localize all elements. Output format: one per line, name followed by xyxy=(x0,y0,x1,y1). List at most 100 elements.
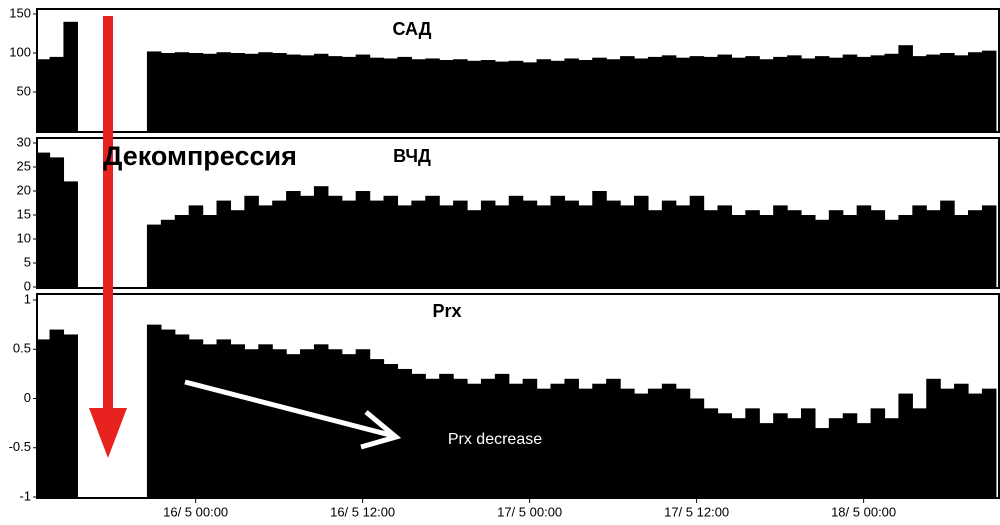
y-tick-label: 20 xyxy=(17,182,31,197)
bar xyxy=(494,205,510,287)
panel-title: САД xyxy=(392,19,431,39)
bar xyxy=(647,56,663,131)
panel xyxy=(37,21,997,132)
y-tick-label: 1 xyxy=(24,291,31,306)
bar xyxy=(578,388,593,497)
bar xyxy=(313,186,329,287)
bar xyxy=(564,200,579,287)
bar xyxy=(300,55,315,132)
bar xyxy=(550,195,566,287)
x-tick-label: 17/ 5 12:00 xyxy=(664,504,729,519)
bar xyxy=(258,344,273,497)
y-tick-label: 25 xyxy=(17,158,31,173)
bar xyxy=(230,344,245,497)
bar xyxy=(856,56,872,131)
bar xyxy=(954,215,969,287)
x-tick-label: 16/ 5 12:00 xyxy=(330,504,395,519)
bar xyxy=(773,56,788,131)
bar xyxy=(300,195,315,287)
bar xyxy=(912,408,927,497)
bar xyxy=(508,195,524,287)
y-tick-label: 0 xyxy=(24,278,31,293)
bar xyxy=(814,428,830,497)
bar xyxy=(439,373,454,497)
bar xyxy=(188,53,204,131)
bar xyxy=(898,45,913,132)
bar xyxy=(397,56,412,131)
bar xyxy=(787,210,802,287)
bar xyxy=(981,50,997,131)
bar xyxy=(37,59,51,131)
bar xyxy=(926,54,941,132)
bar xyxy=(272,349,287,497)
bar xyxy=(480,60,496,131)
y-tick-label: 30 xyxy=(17,134,31,149)
bar xyxy=(592,191,607,287)
bar xyxy=(146,324,162,497)
bar xyxy=(480,200,496,287)
bar xyxy=(759,423,774,497)
bar xyxy=(800,215,816,287)
bar xyxy=(912,205,927,287)
bar xyxy=(745,56,760,132)
y-tick-label: -0.5 xyxy=(9,439,31,454)
bar xyxy=(160,219,176,287)
bar xyxy=(63,21,78,131)
y-tick-label: 15 xyxy=(17,206,31,221)
y-tick-label: 0.5 xyxy=(13,341,31,356)
bar xyxy=(467,383,482,497)
bar xyxy=(578,60,593,131)
bar xyxy=(508,60,524,131)
bar xyxy=(494,373,510,497)
bar xyxy=(494,61,510,131)
bar xyxy=(522,62,538,131)
bar xyxy=(341,200,357,287)
bar xyxy=(63,334,78,497)
bar xyxy=(146,51,162,131)
bar xyxy=(244,195,259,287)
bar xyxy=(216,52,232,131)
bar xyxy=(828,57,844,131)
bar xyxy=(926,210,941,287)
bar xyxy=(313,344,329,497)
panel-title: Prx xyxy=(432,301,461,321)
plots xyxy=(33,8,1000,503)
bar xyxy=(272,53,287,131)
bar xyxy=(522,378,538,497)
bar xyxy=(647,210,663,287)
bar xyxy=(745,210,760,287)
bar xyxy=(954,383,969,497)
bar xyxy=(620,205,635,287)
decrease-arrow xyxy=(184,379,402,450)
y-tick-label: 150 xyxy=(9,5,31,20)
bar xyxy=(940,53,955,131)
bar xyxy=(647,388,663,497)
bar xyxy=(787,418,802,497)
y-tick-label: 10 xyxy=(17,230,31,245)
bar xyxy=(870,210,886,287)
annotation: Декомпрессия xyxy=(103,141,297,171)
bar xyxy=(661,200,677,287)
bar xyxy=(327,56,343,132)
bar xyxy=(216,339,232,497)
bar xyxy=(49,329,65,497)
bar xyxy=(578,205,593,287)
bar xyxy=(536,205,552,287)
bar xyxy=(856,423,872,497)
bar xyxy=(174,334,190,497)
bar xyxy=(717,54,733,132)
bar xyxy=(439,60,454,131)
bar xyxy=(230,53,245,131)
x-tick-label: 16/ 5 00:00 xyxy=(163,504,228,519)
bar xyxy=(383,58,399,131)
bar xyxy=(37,339,51,497)
bar xyxy=(425,378,440,497)
bar xyxy=(773,205,788,287)
bar xyxy=(174,52,190,131)
bar xyxy=(146,224,162,287)
bar xyxy=(912,56,927,132)
bar xyxy=(564,378,579,497)
bar xyxy=(675,388,691,497)
bar xyxy=(773,413,788,497)
bar xyxy=(731,57,746,131)
